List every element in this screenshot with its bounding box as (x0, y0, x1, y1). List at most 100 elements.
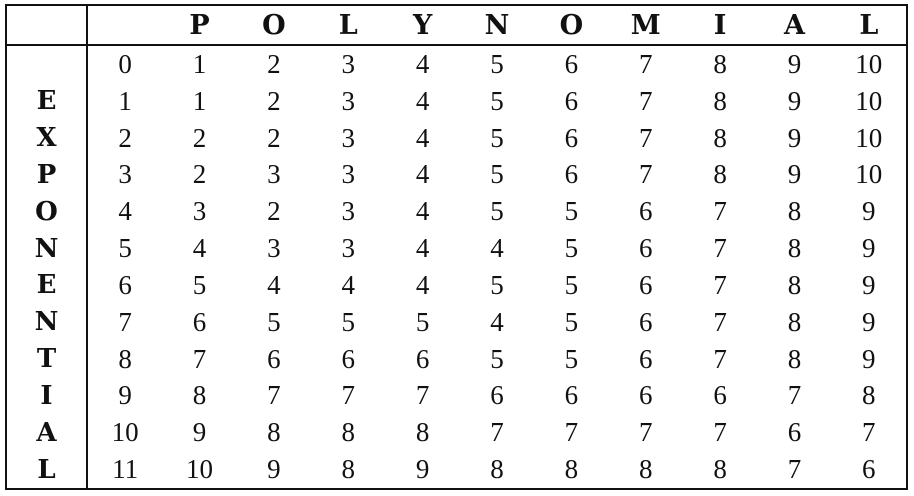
table-cell: 9 (118, 380, 132, 411)
row-header: O (35, 196, 58, 227)
table-cell: 8 (564, 454, 579, 485)
table-cell: 6 (267, 343, 281, 374)
table-cell: 3 (341, 159, 356, 190)
table-cell: 7 (713, 196, 727, 227)
table-cell: 4 (341, 269, 356, 300)
table-cell: 5 (490, 196, 504, 227)
table-cell: 8 (787, 306, 802, 337)
column-header: O (262, 9, 286, 41)
table-cell: 7 (118, 306, 132, 337)
row-header: E (36, 270, 57, 301)
table-cell: 5 (564, 196, 579, 227)
table-cell: 1 (192, 85, 207, 116)
table-cell: 6 (192, 306, 207, 337)
column-header: P (189, 9, 210, 41)
table-cell: 4 (415, 48, 430, 79)
table-cell: 6 (564, 48, 579, 79)
table-cell: 4 (415, 159, 430, 190)
table-cell: 6 (415, 343, 430, 374)
table-cell: 7 (341, 380, 356, 411)
table-cell: 1 (118, 85, 132, 116)
row-header: E (36, 86, 57, 117)
table-cell: 9 (862, 196, 876, 227)
table-cell: 8 (713, 48, 727, 79)
row-header: A (36, 417, 57, 448)
column-header: Y (412, 9, 433, 41)
table-cell: 3 (341, 122, 356, 153)
table-cell: 8 (862, 380, 876, 411)
table-cell: 8 (787, 233, 802, 264)
row-header: N (34, 233, 59, 264)
table-cell: 5 (490, 269, 504, 300)
table-cell: 9 (862, 233, 876, 264)
table-cell: 7 (638, 122, 653, 153)
table-cell: 8 (713, 454, 727, 485)
column-header: A (783, 9, 805, 41)
table-cell: 1 (192, 48, 207, 79)
row-header: T (36, 344, 57, 375)
table-cell: 0 (118, 48, 132, 79)
table-cell: 5 (192, 269, 207, 300)
table-cell: 9 (787, 122, 802, 153)
table-cell: 5 (415, 306, 430, 337)
table-cell: 7 (490, 417, 504, 448)
table-cell: 9 (192, 417, 207, 448)
table-cell: 4 (415, 122, 430, 153)
table-cell: 2 (192, 122, 207, 153)
table-cell: 8 (713, 122, 727, 153)
table-cell: 6 (564, 380, 579, 411)
table-cell: 7 (713, 343, 727, 374)
table-cell: 7 (415, 380, 430, 411)
table-cell: 8 (787, 269, 802, 300)
table-cell: 10 (111, 417, 139, 448)
table-cell: 7 (713, 233, 727, 264)
table-cell: 8 (787, 196, 802, 227)
table-cell: 10 (186, 454, 214, 485)
table-cell: 7 (713, 417, 727, 448)
table-cell: 6 (638, 380, 653, 411)
table-cell: 5 (490, 159, 504, 190)
table-cell: 4 (490, 306, 504, 337)
column-header: I (713, 9, 727, 41)
table-cell: 8 (490, 454, 504, 485)
table-cell: 9 (787, 85, 802, 116)
row-header (7, 46, 86, 83)
table-cell: 3 (267, 233, 281, 264)
table-cell: 2 (267, 196, 281, 227)
table-cell: 6 (490, 380, 504, 411)
table-cell: 8 (713, 85, 727, 116)
table-cell: 7 (267, 380, 281, 411)
table-cell: 2 (267, 48, 281, 79)
table-cell: 5 (118, 233, 132, 264)
table-cell: 8 (415, 417, 430, 448)
table-cell: 5 (490, 122, 504, 153)
table-cell: 11 (112, 454, 139, 485)
table-cell: 9 (787, 159, 802, 190)
table-cell: 8 (341, 417, 356, 448)
row-header: I (40, 380, 53, 411)
table-cell: 9 (862, 269, 876, 300)
table-cell: 3 (341, 233, 356, 264)
table-cell: 6 (638, 269, 653, 300)
table-cell: 6 (564, 122, 579, 153)
table-cell: 6 (638, 306, 653, 337)
table-cell: 4 (415, 269, 430, 300)
table-cell: 4 (415, 85, 430, 116)
table-cell: 8 (787, 343, 802, 374)
table-cell: 7 (713, 306, 727, 337)
table-cell: 8 (118, 343, 132, 374)
row-header: P (36, 159, 57, 190)
table-cell: 7 (787, 380, 802, 411)
column-header: L (859, 9, 879, 41)
table-cell: 3 (192, 196, 207, 227)
table-cell: 8 (267, 417, 281, 448)
corner-cell (7, 6, 86, 44)
table-cell: 8 (638, 454, 653, 485)
table-cell: 10 (855, 159, 883, 190)
row-header: L (37, 454, 56, 485)
table-cell: 4 (267, 269, 281, 300)
table-cell: 7 (564, 417, 579, 448)
table-cell: 4 (192, 233, 207, 264)
table-cell: 5 (490, 85, 504, 116)
table-cell: 3 (118, 159, 132, 190)
